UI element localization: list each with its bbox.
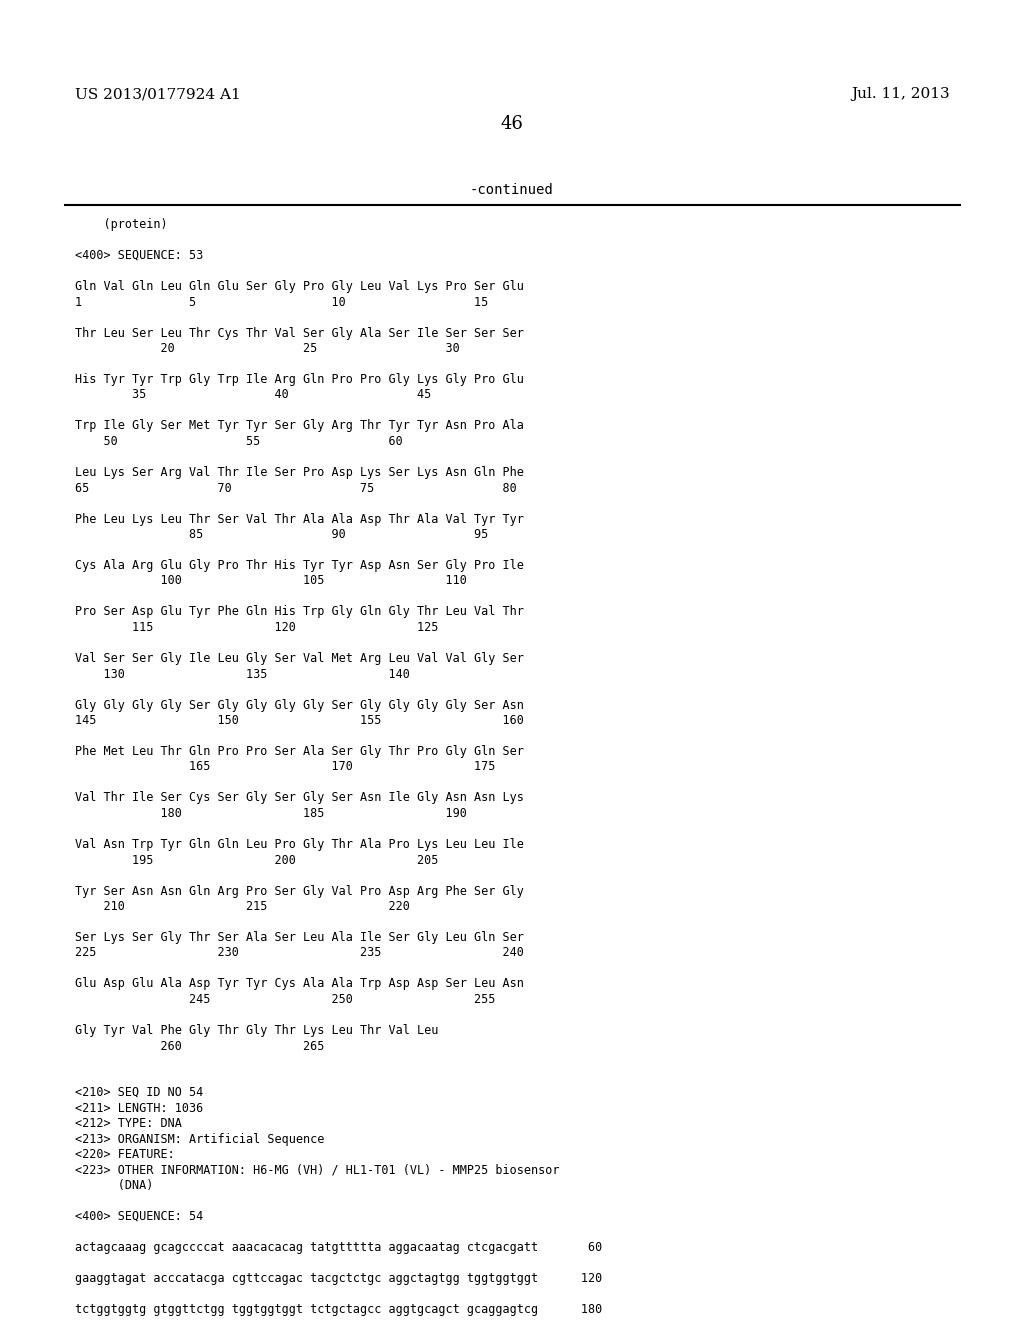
Text: Phe Met Leu Thr Gln Pro Pro Ser Ala Ser Gly Thr Pro Gly Gln Ser: Phe Met Leu Thr Gln Pro Pro Ser Ala Ser … (75, 744, 524, 758)
Text: 130                 135                 140: 130 135 140 (75, 668, 410, 681)
Text: Glu Asp Glu Ala Asp Tyr Tyr Cys Ala Ala Trp Asp Asp Ser Leu Asn: Glu Asp Glu Ala Asp Tyr Tyr Cys Ala Ala … (75, 978, 524, 990)
Text: Gln Val Gln Leu Gln Glu Ser Gly Pro Gly Leu Val Lys Pro Ser Glu: Gln Val Gln Leu Gln Glu Ser Gly Pro Gly … (75, 280, 524, 293)
Text: tctggtggtg gtggttctgg tggtggtggt tctgctagcc aggtgcagct gcaggagtcg      180: tctggtggtg gtggttctgg tggtggtggt tctgcta… (75, 1303, 602, 1316)
Text: 20                  25                  30: 20 25 30 (75, 342, 460, 355)
Text: Trp Ile Gly Ser Met Tyr Tyr Ser Gly Arg Thr Tyr Tyr Asn Pro Ala: Trp Ile Gly Ser Met Tyr Tyr Ser Gly Arg … (75, 420, 524, 433)
Text: <211> LENGTH: 1036: <211> LENGTH: 1036 (75, 1101, 203, 1114)
Text: 180                 185                 190: 180 185 190 (75, 807, 467, 820)
Text: Thr Leu Ser Leu Thr Cys Thr Val Ser Gly Ala Ser Ile Ser Ser Ser: Thr Leu Ser Leu Thr Cys Thr Val Ser Gly … (75, 326, 524, 339)
Text: Gly Gly Gly Gly Ser Gly Gly Gly Gly Ser Gly Gly Gly Gly Ser Asn: Gly Gly Gly Gly Ser Gly Gly Gly Gly Ser … (75, 698, 524, 711)
Text: Pro Ser Asp Glu Tyr Phe Gln His Trp Gly Gln Gly Thr Leu Val Thr: Pro Ser Asp Glu Tyr Phe Gln His Trp Gly … (75, 606, 524, 619)
Text: Leu Lys Ser Arg Val Thr Ile Ser Pro Asp Lys Ser Lys Asn Gln Phe: Leu Lys Ser Arg Val Thr Ile Ser Pro Asp … (75, 466, 524, 479)
Text: (DNA): (DNA) (75, 1179, 154, 1192)
Text: gaaggtagat acccatacga cgttccagac tacgctctgc aggctagtgg tggtggtggt      120: gaaggtagat acccatacga cgttccagac tacgctc… (75, 1272, 602, 1284)
Text: 210                 215                 220: 210 215 220 (75, 900, 410, 913)
Text: actagcaaag gcagccccat aaacacacag tatgttttta aggacaatag ctcgacgatt       60: actagcaaag gcagccccat aaacacacag tatgttt… (75, 1241, 602, 1254)
Text: <400> SEQUENCE: 54: <400> SEQUENCE: 54 (75, 1210, 203, 1224)
Text: 115                 120                 125: 115 120 125 (75, 620, 438, 634)
Text: Val Asn Trp Tyr Gln Gln Leu Pro Gly Thr Ala Pro Lys Leu Leu Ile: Val Asn Trp Tyr Gln Gln Leu Pro Gly Thr … (75, 838, 524, 851)
Text: Jul. 11, 2013: Jul. 11, 2013 (851, 87, 950, 102)
Text: Val Thr Ile Ser Cys Ser Gly Ser Gly Ser Asn Ile Gly Asn Asn Lys: Val Thr Ile Ser Cys Ser Gly Ser Gly Ser … (75, 792, 524, 804)
Text: 100                 105                 110: 100 105 110 (75, 574, 467, 587)
Text: Phe Leu Lys Leu Thr Ser Val Thr Ala Ala Asp Thr Ala Val Tyr Tyr: Phe Leu Lys Leu Thr Ser Val Thr Ala Ala … (75, 512, 524, 525)
Text: 225                 230                 235                 240: 225 230 235 240 (75, 946, 524, 960)
Text: 1               5                   10                  15: 1 5 10 15 (75, 296, 488, 309)
Text: Ser Lys Ser Gly Thr Ser Ala Ser Leu Ala Ile Ser Gly Leu Gln Ser: Ser Lys Ser Gly Thr Ser Ala Ser Leu Ala … (75, 931, 524, 944)
Text: 165                 170                 175: 165 170 175 (75, 760, 496, 774)
Text: <223> OTHER INFORMATION: H6-MG (VH) / HL1-T01 (VL) - MMP25 biosensor: <223> OTHER INFORMATION: H6-MG (VH) / HL… (75, 1163, 559, 1176)
Text: 46: 46 (501, 115, 523, 133)
Text: Val Ser Ser Gly Ile Leu Gly Ser Val Met Arg Leu Val Val Gly Ser: Val Ser Ser Gly Ile Leu Gly Ser Val Met … (75, 652, 524, 665)
Text: Gly Tyr Val Phe Gly Thr Gly Thr Lys Leu Thr Val Leu: Gly Tyr Val Phe Gly Thr Gly Thr Lys Leu … (75, 1024, 438, 1038)
Text: 145                 150                 155                 160: 145 150 155 160 (75, 714, 524, 727)
Text: 50                  55                  60: 50 55 60 (75, 436, 402, 447)
Text: 65                  70                  75                  80: 65 70 75 80 (75, 482, 517, 495)
Text: Tyr Ser Asn Asn Gln Arg Pro Ser Gly Val Pro Asp Arg Phe Ser Gly: Tyr Ser Asn Asn Gln Arg Pro Ser Gly Val … (75, 884, 524, 898)
Text: His Tyr Tyr Trp Gly Trp Ile Arg Gln Pro Pro Gly Lys Gly Pro Glu: His Tyr Tyr Trp Gly Trp Ile Arg Gln Pro … (75, 374, 524, 385)
Text: <210> SEQ ID NO 54: <210> SEQ ID NO 54 (75, 1086, 203, 1100)
Text: 85                  90                  95: 85 90 95 (75, 528, 488, 541)
Text: 195                 200                 205: 195 200 205 (75, 854, 438, 866)
Text: <400> SEQUENCE: 53: <400> SEQUENCE: 53 (75, 249, 203, 261)
Text: -continued: -continued (470, 183, 554, 197)
Text: 260                 265: 260 265 (75, 1040, 325, 1052)
Text: Cys Ala Arg Glu Gly Pro Thr His Tyr Tyr Asp Asn Ser Gly Pro Ile: Cys Ala Arg Glu Gly Pro Thr His Tyr Tyr … (75, 558, 524, 572)
Text: 245                 250                 255: 245 250 255 (75, 993, 496, 1006)
Text: (protein): (protein) (75, 218, 168, 231)
Text: <212> TYPE: DNA: <212> TYPE: DNA (75, 1117, 182, 1130)
Text: <213> ORGANISM: Artificial Sequence: <213> ORGANISM: Artificial Sequence (75, 1133, 325, 1146)
Text: 35                  40                  45: 35 40 45 (75, 388, 431, 401)
Text: <220> FEATURE:: <220> FEATURE: (75, 1148, 175, 1162)
Text: US 2013/0177924 A1: US 2013/0177924 A1 (75, 87, 241, 102)
